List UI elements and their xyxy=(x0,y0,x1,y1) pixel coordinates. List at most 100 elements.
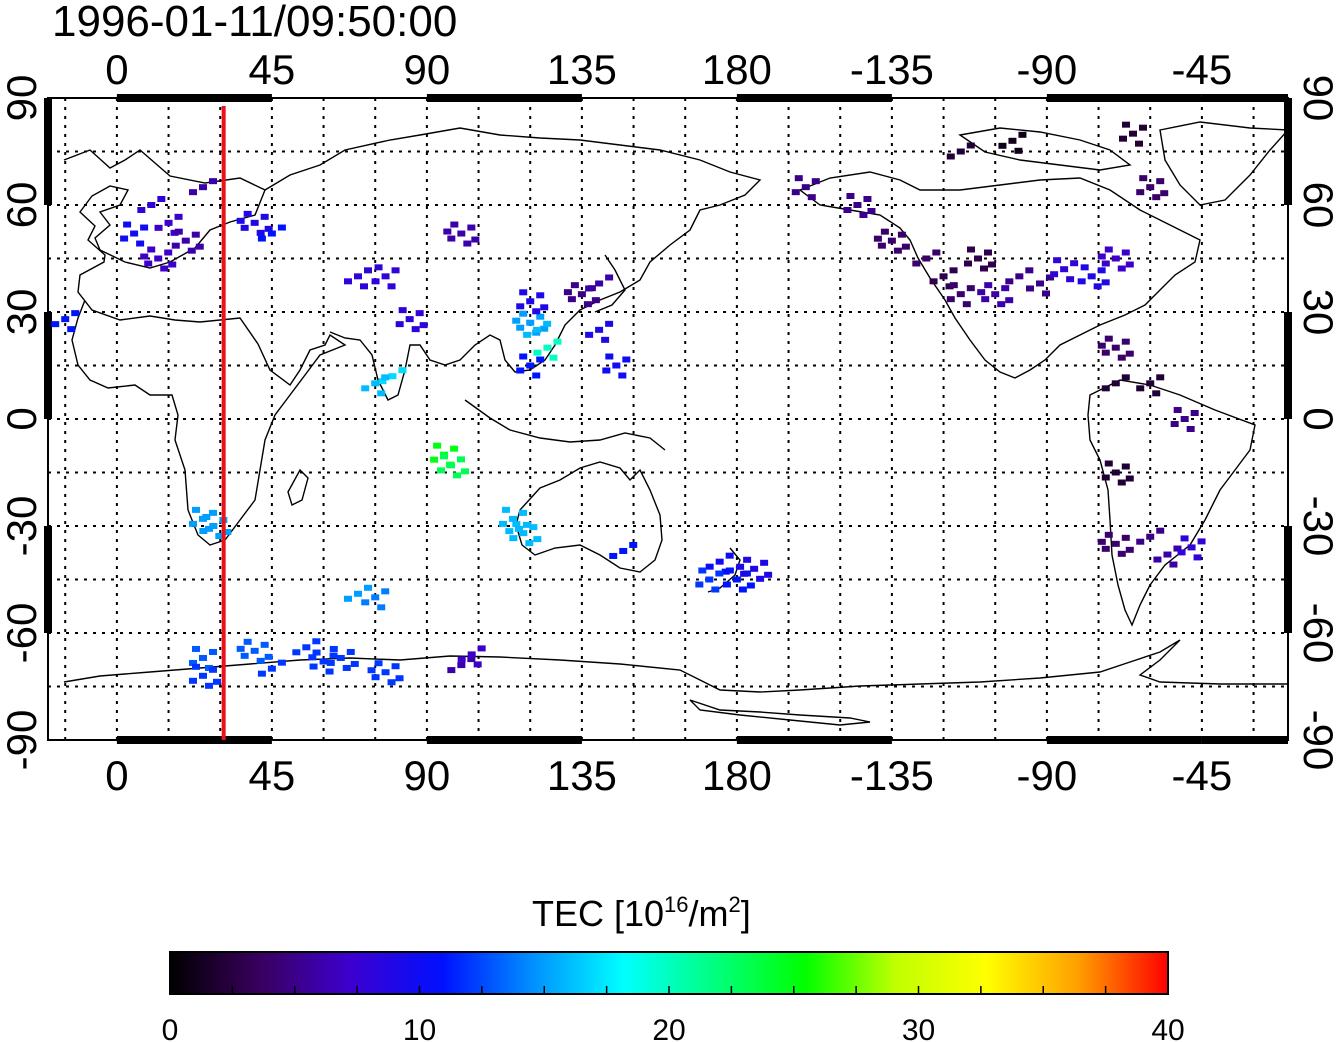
tec-pixel xyxy=(164,219,173,226)
tec-pixel xyxy=(1153,556,1162,563)
lat-tick-label: -30 xyxy=(1295,496,1340,557)
tec-pixel xyxy=(374,264,383,271)
tec-pixel xyxy=(477,645,486,652)
tec-pixel xyxy=(563,289,572,296)
tec-pixel xyxy=(540,325,549,332)
tec-pixel xyxy=(1122,121,1130,128)
tec-pixel xyxy=(1104,335,1113,342)
tec-pixel xyxy=(1193,554,1202,561)
tec-pixel xyxy=(61,316,70,323)
tec-pixel xyxy=(811,178,820,185)
lon-tick-label: -135 xyxy=(850,46,934,93)
tec-observation xyxy=(1097,246,1134,272)
tec-observation xyxy=(189,663,221,689)
lat-tick-label: 30 xyxy=(1295,289,1340,336)
tec-pixel xyxy=(189,189,197,196)
tec-pixel xyxy=(1173,545,1182,552)
colorbar-tick-label: 40 xyxy=(1151,1014,1184,1042)
coastlines xyxy=(63,121,1288,726)
tec-pixel xyxy=(570,282,579,289)
figure-title: 1996-01-11/09:50:00 xyxy=(52,0,457,46)
tec-pixel xyxy=(1136,385,1145,392)
colorbar-ticks: 0 10 20 30 40 xyxy=(162,986,1185,1042)
tec-pixel xyxy=(463,240,472,247)
coast-antarctica xyxy=(63,639,1288,693)
tec-pixel xyxy=(1129,130,1137,137)
tec-pixel xyxy=(147,246,156,253)
tec-observation xyxy=(929,267,958,290)
colorbar-label-main: TEC [10 xyxy=(532,893,664,934)
tec-observations xyxy=(51,121,1206,689)
tec-pixel xyxy=(1111,380,1120,387)
lon-tick-label: -135 xyxy=(850,752,934,799)
tec-pixel xyxy=(549,354,558,361)
tec-pixel xyxy=(1186,426,1195,432)
tec-pixel xyxy=(609,552,618,559)
tec-pixel xyxy=(988,261,996,268)
tec-pixel xyxy=(209,666,217,673)
lon-tick-label: -45 xyxy=(1172,46,1233,93)
tec-pixel xyxy=(533,349,542,356)
tec-pixel xyxy=(1001,285,1010,292)
tec-pixel xyxy=(722,581,731,588)
tec-pixel xyxy=(967,246,975,253)
tec-observation xyxy=(1136,374,1165,397)
tec-pixel xyxy=(312,649,321,656)
tec-pixel xyxy=(1015,273,1024,280)
border-bar-bottom xyxy=(1201,736,1288,744)
tec-pixel xyxy=(447,667,456,674)
tec-pixel xyxy=(1046,274,1054,281)
tec-pixel xyxy=(964,260,972,267)
tec-pixel xyxy=(846,193,855,199)
tec-pixel xyxy=(1136,538,1145,545)
tec-pixel xyxy=(705,563,714,570)
tec-pixel xyxy=(981,296,990,303)
tec-observation xyxy=(964,246,996,272)
tec-pixel xyxy=(140,253,149,260)
tec-pixel xyxy=(523,331,532,338)
tec-pixel xyxy=(471,236,480,243)
tec-pixel xyxy=(457,230,466,237)
tec-pixel xyxy=(1187,544,1196,551)
tec-pixel xyxy=(526,298,535,305)
tec-pixel xyxy=(519,289,528,296)
tec-pixel xyxy=(1119,135,1127,142)
tec-pixel xyxy=(461,468,469,475)
tec-pixel xyxy=(405,316,414,323)
tec-pixel xyxy=(525,540,534,547)
tec-pixel xyxy=(209,523,218,529)
tec-pixel xyxy=(381,374,390,381)
tec-pixel xyxy=(1125,546,1134,553)
tec-pixel xyxy=(209,178,217,185)
tec-pixel xyxy=(395,675,404,682)
tec-pixel xyxy=(746,582,755,589)
border-bar-bottom xyxy=(1046,736,1202,744)
tec-pixel xyxy=(1014,147,1023,154)
tec-pixel xyxy=(897,231,906,238)
tec-pixel xyxy=(1121,534,1130,541)
tec-pixel xyxy=(1177,549,1186,556)
border-bar-top xyxy=(736,94,892,102)
tec-pixel xyxy=(1111,469,1120,476)
tec-pixel xyxy=(120,235,129,242)
tec-observation xyxy=(585,320,614,343)
tec-pixel xyxy=(154,224,163,231)
tec-pixel xyxy=(1093,283,1102,290)
tec-pixel xyxy=(354,273,362,280)
tec-observation xyxy=(292,638,321,661)
tec-pixel xyxy=(929,278,938,285)
tec-pixel xyxy=(946,296,955,303)
tec-pixel xyxy=(1111,540,1120,547)
tec-pixel xyxy=(264,225,273,232)
lat-tick-label: -30 xyxy=(0,496,45,557)
tec-pixel xyxy=(519,353,528,360)
tec-pixel xyxy=(873,235,882,242)
tec-pixel xyxy=(191,231,200,238)
tec-observation xyxy=(1119,121,1147,147)
tec-pixel xyxy=(1135,140,1143,147)
coast-europe-africa xyxy=(63,149,347,546)
tec-pixel xyxy=(536,292,545,299)
tec-pixel xyxy=(243,638,252,645)
tec-pixel xyxy=(725,567,734,574)
tec-observation xyxy=(154,213,183,236)
